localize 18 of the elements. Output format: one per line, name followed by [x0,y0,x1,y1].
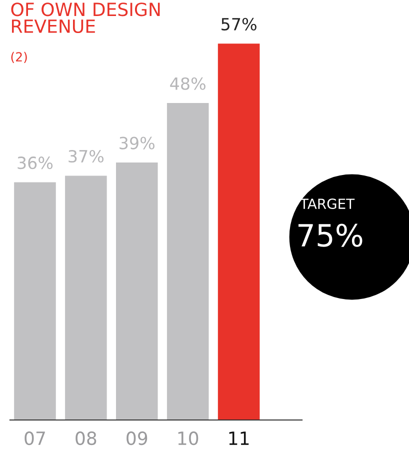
x-tick-label: 11 [229,432,249,445]
data-label: 57% [222,18,256,31]
bar [218,44,260,420]
bar [14,182,56,420]
annotation: TARGET 75% [298,198,362,247]
text: (2) [11,52,27,64]
x-tick-label: 09 [126,431,148,446]
bar [166,103,209,420]
chart-title: OF OWN DESIGN REVENUE [11,2,160,34]
bar [116,162,158,420]
x-tick-label: 10 [178,431,198,446]
data-label: 39% [120,136,154,150]
x-tick-label: 08 [76,431,96,446]
bar [65,176,107,420]
data-label: 37% [68,150,104,163]
x-tick-label: 07 [24,431,45,446]
data-label: 36% [18,156,53,170]
data-label: 48% [170,77,206,90]
